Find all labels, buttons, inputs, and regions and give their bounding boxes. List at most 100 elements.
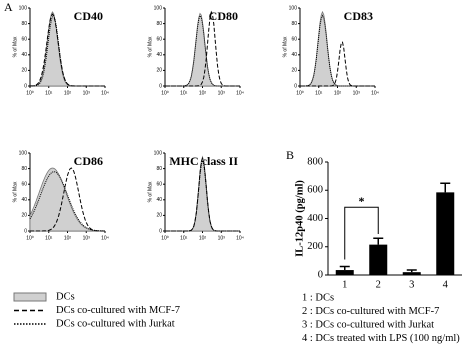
x-tick-label: 2 [376,279,381,290]
x-tick-label: 10³ [218,90,226,96]
error-bar [339,265,350,271]
y-axis-label: % of Max [12,36,18,57]
y-tick-label: 80 [21,166,27,172]
y-tick-label: 40 [156,52,162,58]
x-tick-label: 10³ [83,235,91,241]
x-tick-label: 10² [64,235,72,241]
y-tick-label: 80 [156,21,162,27]
x-tick-label: 10¹ [180,90,188,96]
x-tick-label: 10⁴ [236,235,244,241]
dc-curve [30,11,105,87]
x-tick-label: 10¹ [45,90,53,96]
y-tick-label: 100 [289,5,298,11]
x-tick-label: 3 [409,279,414,290]
annotation: * [359,194,365,208]
y-axis-label: IL-12p40 (pg/ml) [294,180,305,257]
mcf7-curve [300,41,375,87]
error-bar [440,182,451,193]
y-tick-label: 0 [24,83,27,89]
legend-label: DCs co-cultured with MCF-7 [56,305,180,316]
legend-label: 3 : DCs co-cultured with Jurkat [302,319,434,330]
x-tick-label: 10⁰ [161,90,169,96]
x-tick-label: 10² [199,90,207,96]
x-tick-label: 10² [199,235,207,241]
x-tick-label: 10⁰ [161,235,169,241]
bar [335,270,354,275]
jurkat-curve [165,14,240,87]
y-axis-label: % of Max [12,181,18,202]
y-tick-label: 600 [307,185,323,196]
y-tick-label: 60 [21,182,27,188]
x-tick-label: 10¹ [315,90,323,96]
mcf7-curve [29,13,105,87]
histogram-title: CD83 [344,9,373,23]
x-tick-label: 10¹ [180,235,188,241]
y-tick-label: 40 [156,197,162,203]
y-tick-label: 60 [21,37,27,43]
y-tick-label: 80 [21,21,27,27]
panel-label: B [286,148,294,162]
x-tick-label: 10⁴ [371,90,379,96]
legend-label: DCs co-cultured with Jurkat [56,318,175,329]
y-tick-label: 100 [154,5,163,11]
y-tick-label: 20 [291,68,297,74]
y-tick-label: 40 [21,52,27,58]
y-tick-label: 400 [307,213,323,224]
x-tick-label: 10² [334,90,342,96]
x-tick-label: 10³ [218,235,226,241]
y-tick-label: 20 [156,68,162,74]
dc-curve [300,10,375,87]
y-tick-label: 20 [21,213,27,219]
bar [369,244,388,275]
x-tick-label: 1 [342,279,347,290]
bar [436,192,455,275]
y-axis-label: % of Max [147,36,153,57]
x-tick-label: 10⁰ [26,235,34,241]
y-tick-label: 0 [294,83,297,89]
error-bar [406,269,417,273]
x-tick-label: 10⁰ [26,90,34,96]
x-tick-label: 10⁰ [296,90,304,96]
x-tick-label: 10³ [353,90,361,96]
x-tick-label: 10³ [83,90,91,96]
y-tick-label: 60 [156,182,162,188]
y-tick-label: 200 [307,241,323,252]
x-tick-label: 10⁴ [101,235,109,241]
y-tick-label: 20 [21,68,27,74]
error-bar [373,237,384,245]
bar [402,272,421,275]
x-tick-label: 10⁴ [101,90,109,96]
y-tick-label: 80 [291,21,297,27]
histogram-title: CD80 [209,9,238,23]
dc-curve [29,167,105,232]
y-tick-label: 60 [291,37,297,43]
y-tick-label: 100 [19,150,28,156]
y-tick-label: 20 [156,213,162,219]
jurkat-curve [300,14,375,87]
y-tick-label: 0 [159,83,162,89]
legend-label: 4 : DCs treated with LPS (100 ng/ml) [302,333,460,344]
legend-swatch [13,292,47,302]
y-tick-label: 80 [156,166,162,172]
jurkat-curve [30,15,105,87]
jurkat-curve [165,158,240,232]
legend-label: 1 : DCs [302,292,334,303]
y-tick-label: 800 [307,156,323,167]
y-tick-label: 0 [159,228,162,234]
dc-curve [165,155,240,232]
y-tick-label: 100 [19,5,28,11]
histogram-title: CD86 [74,154,103,168]
panel-label: A [4,0,13,14]
x-tick-label: 10⁴ [236,90,244,96]
x-tick-label: 4 [443,279,449,290]
y-tick-label: 40 [291,52,297,58]
histogram-title: CD40 [74,9,103,23]
y-tick-label: 0 [318,269,323,280]
y-tick-label: 0 [24,228,27,234]
y-tick-label: 100 [154,150,163,156]
y-tick-label: 60 [156,37,162,43]
y-axis-label: % of Max [282,36,288,57]
y-axis-label: % of Max [147,181,153,202]
legend-label: DCs [56,291,75,302]
